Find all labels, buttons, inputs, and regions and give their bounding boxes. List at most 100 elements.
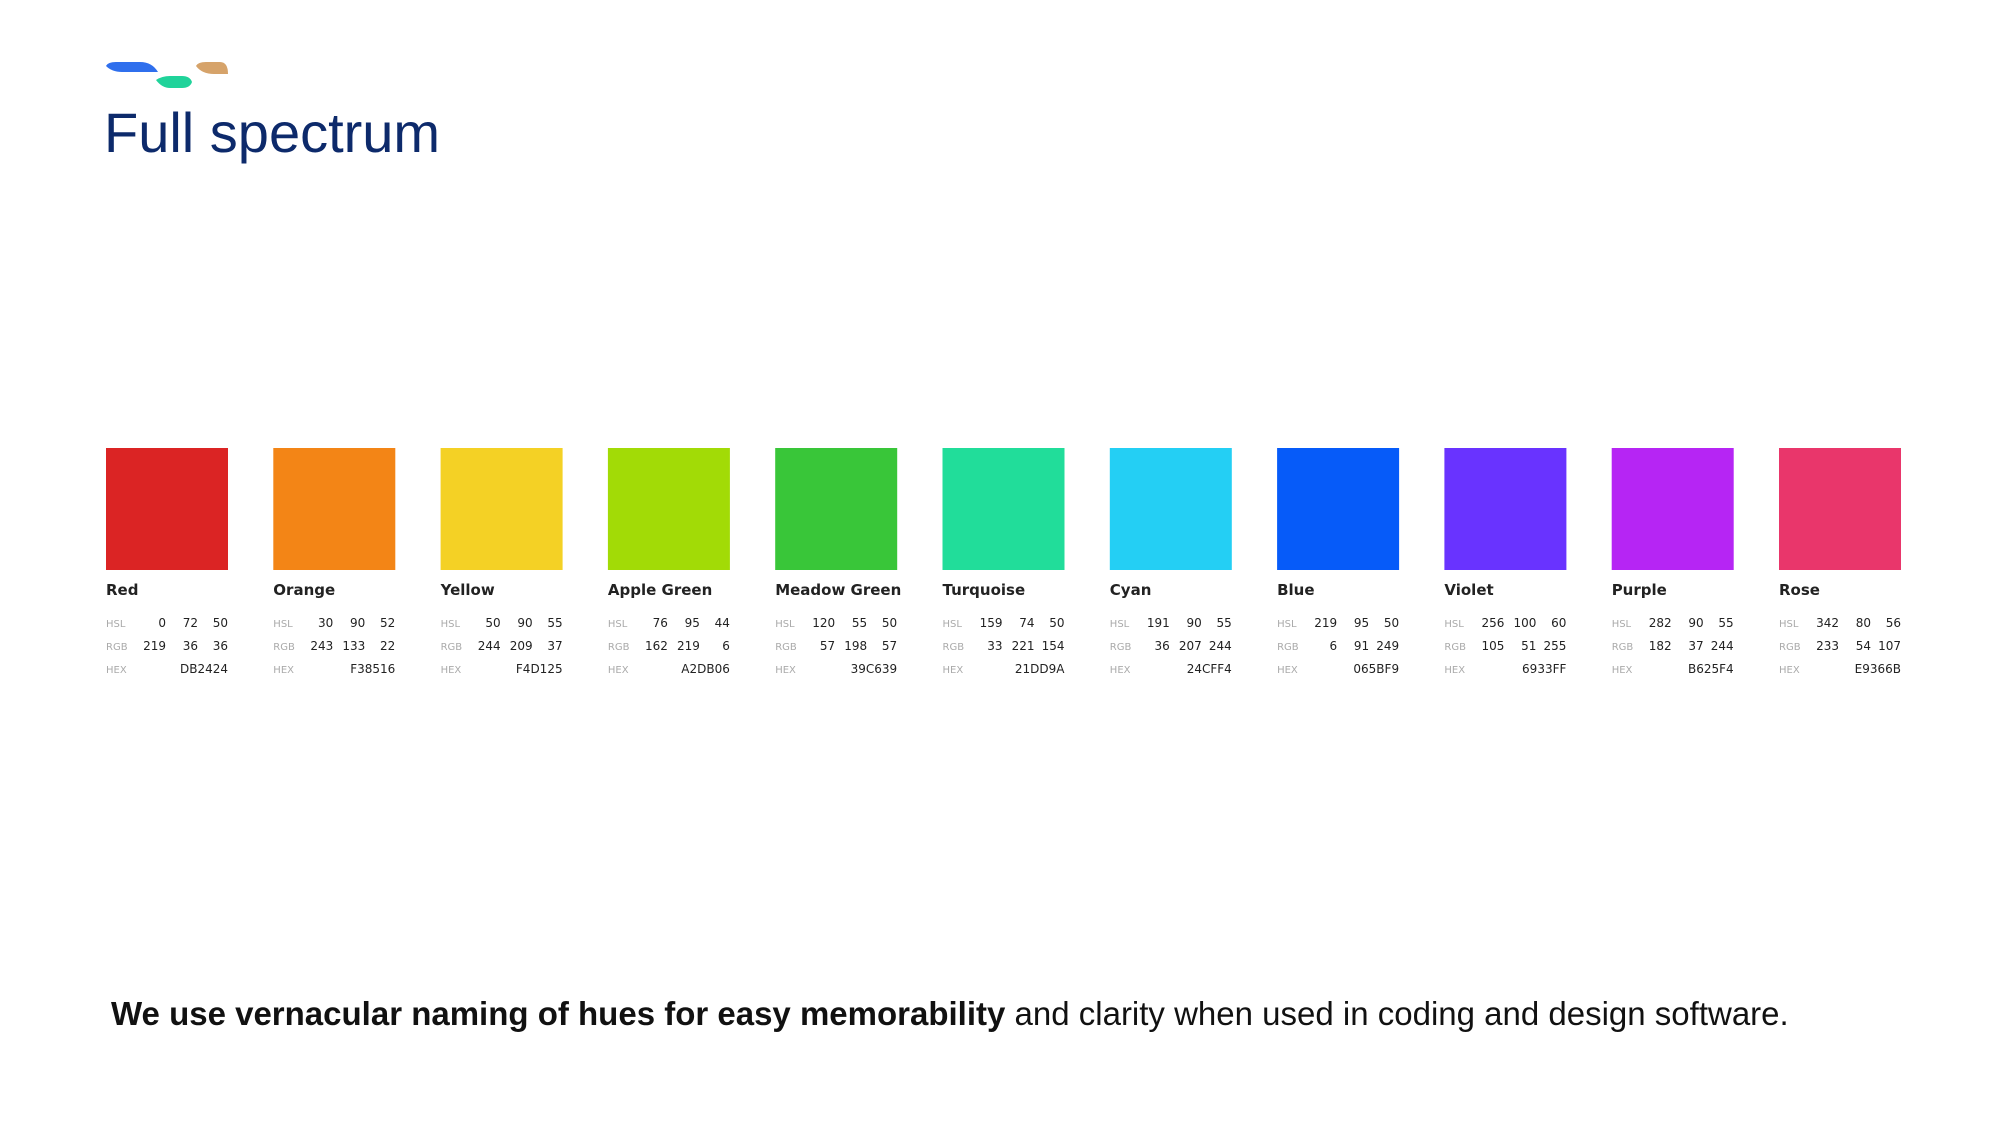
hex-value: E9366B	[1855, 662, 1901, 676]
color-name: Meadow Green	[775, 581, 901, 599]
color-name: Orange	[273, 581, 335, 599]
hsl-value: 90	[1688, 616, 1703, 630]
row-label: RGB	[106, 642, 128, 653]
rgb-value: 221	[1012, 639, 1035, 653]
row-label: RGB	[775, 642, 797, 653]
hsl-value: 52	[380, 616, 395, 630]
page-title: Full spectrum	[104, 101, 440, 164]
row-label: HEX	[608, 665, 629, 676]
hsl-value: 72	[183, 616, 198, 630]
hsl-value: 80	[1856, 616, 1871, 630]
hsl-value: 50	[1384, 616, 1399, 630]
row-label: RGB	[1110, 642, 1132, 653]
hsl-value: 50	[485, 616, 500, 630]
row-label: HEX	[1779, 665, 1800, 676]
row-label: RGB	[1779, 642, 1801, 653]
footer-bold: We use vernacular naming of hues for eas…	[111, 995, 1006, 1032]
rgb-value: 162	[645, 639, 668, 653]
hsl-value: 55	[1718, 616, 1733, 630]
row-label: RGB	[273, 642, 295, 653]
rgb-value: 207	[1179, 639, 1202, 653]
color-swatch	[775, 448, 898, 570]
rgb-value: 249	[1376, 639, 1399, 653]
rgb-value: 36	[1155, 639, 1170, 653]
hsl-value: 44	[715, 616, 730, 630]
rgb-value: 37	[547, 639, 562, 653]
row-label: HEX	[106, 665, 127, 676]
color-swatch	[1611, 448, 1734, 570]
hex-value: 6933FF	[1522, 662, 1566, 676]
hsl-value: 90	[517, 616, 532, 630]
color-swatch	[1444, 448, 1567, 570]
rgb-value: 105	[1481, 639, 1504, 653]
color-swatch	[607, 448, 730, 570]
row-label: HSL	[775, 619, 795, 630]
hsl-value: 95	[685, 616, 700, 630]
hsl-value: 256	[1481, 616, 1504, 630]
rgb-value: 6	[1329, 639, 1337, 653]
hsl-value: 50	[213, 616, 228, 630]
rgb-value: 36	[183, 639, 198, 653]
logo	[106, 62, 228, 88]
row-label: HEX	[1277, 665, 1298, 676]
hex-value: DB2424	[180, 662, 228, 676]
row-label: HSL	[943, 619, 963, 630]
hsl-value: 282	[1649, 616, 1672, 630]
hsl-value: 56	[1886, 616, 1901, 630]
hsl-value: 30	[318, 616, 333, 630]
hsl-value: 342	[1816, 616, 1839, 630]
rgb-value: 198	[844, 639, 867, 653]
hex-value: B625F4	[1688, 662, 1734, 676]
row-label: HSL	[1277, 619, 1297, 630]
rgb-value: 209	[510, 639, 533, 653]
row-label: HSL	[1110, 619, 1130, 630]
color-swatch	[1277, 448, 1400, 570]
row-label: HEX	[273, 665, 294, 676]
color-name: Yellow	[440, 581, 495, 599]
hex-value: 065BF9	[1353, 662, 1399, 676]
hsl-value: 76	[653, 616, 668, 630]
hex-value: 21DD9A	[1015, 662, 1065, 676]
row-label: HSL	[608, 619, 628, 630]
color-name: Apple Green	[608, 581, 712, 599]
hsl-value: 55	[547, 616, 562, 630]
hsl-value: 0	[158, 616, 166, 630]
color-swatch	[942, 448, 1065, 570]
hex-value: F38516	[350, 662, 395, 676]
hsl-value: 74	[1019, 616, 1034, 630]
rgb-value: 219	[143, 639, 166, 653]
color-name: Red	[106, 581, 138, 599]
rgb-value: 91	[1354, 639, 1369, 653]
hsl-value: 55	[852, 616, 867, 630]
row-label: HEX	[1444, 665, 1465, 676]
hsl-value: 191	[1147, 616, 1170, 630]
row-label: RGB	[1444, 642, 1466, 653]
rgb-value: 244	[1209, 639, 1232, 653]
rgb-value: 57	[820, 639, 835, 653]
rgb-value: 243	[310, 639, 333, 653]
rgb-value: 6	[722, 639, 730, 653]
rgb-value: 57	[882, 639, 897, 653]
row-label: HEX	[1110, 665, 1131, 676]
color-name: Purple	[1612, 581, 1667, 599]
hex-value: 24CFF4	[1187, 662, 1232, 676]
hsl-value: 50	[882, 616, 897, 630]
rgb-value: 36	[213, 639, 228, 653]
hex-value: A2DB06	[681, 662, 730, 676]
rgb-value: 37	[1688, 639, 1703, 653]
rgb-value: 33	[987, 639, 1002, 653]
hsl-value: 95	[1354, 616, 1369, 630]
hsl-value: 120	[812, 616, 835, 630]
color-swatch	[440, 448, 563, 570]
rgb-value: 154	[1042, 639, 1065, 653]
row-label: HEX	[775, 665, 796, 676]
color-name: Violet	[1444, 581, 1493, 599]
color-name: Cyan	[1110, 581, 1152, 599]
row-label: HSL	[441, 619, 461, 630]
rgb-value: 244	[478, 639, 501, 653]
row-label: HSL	[273, 619, 293, 630]
hsl-value: 159	[980, 616, 1003, 630]
row-label: RGB	[608, 642, 630, 653]
row-label: HSL	[1612, 619, 1632, 630]
rgb-value: 219	[677, 639, 700, 653]
